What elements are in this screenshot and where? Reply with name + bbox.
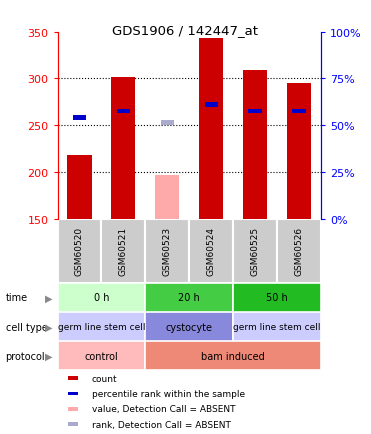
Bar [58, 283, 145, 312]
Text: value, Detection Call = ABSENT: value, Detection Call = ABSENT [92, 404, 235, 413]
Bar [249, 109, 262, 114]
Text: ▶: ▶ [45, 351, 52, 361]
Bar [243, 71, 267, 219]
Text: ▶: ▶ [45, 322, 52, 332]
Bar [233, 219, 277, 283]
Bar [145, 219, 189, 283]
Bar [204, 103, 218, 108]
Bar [145, 342, 321, 371]
Bar [277, 219, 321, 283]
Text: germ line stem cell: germ line stem cell [58, 322, 145, 332]
Text: 20 h: 20 h [178, 293, 200, 303]
Text: GSM60521: GSM60521 [119, 227, 128, 276]
Text: GSM60526: GSM60526 [295, 227, 303, 276]
Bar [111, 78, 135, 219]
Bar [101, 219, 145, 283]
Bar [68, 156, 92, 219]
Bar [73, 116, 86, 121]
Bar [199, 39, 223, 219]
Bar [117, 109, 130, 114]
Text: protocol: protocol [6, 351, 45, 361]
Text: cell type: cell type [6, 322, 47, 332]
Text: time: time [6, 293, 28, 303]
Bar [58, 312, 145, 342]
Bar [68, 377, 78, 380]
Text: bam induced: bam induced [201, 351, 265, 361]
Bar [233, 312, 321, 342]
Bar [287, 84, 311, 219]
Bar [68, 422, 78, 426]
Text: germ line stem cell: germ line stem cell [233, 322, 321, 332]
Text: rank, Detection Call = ABSENT: rank, Detection Call = ABSENT [92, 420, 231, 429]
Bar [145, 283, 233, 312]
Bar [58, 342, 145, 371]
Text: GSM60520: GSM60520 [75, 227, 84, 276]
Text: GDS1906 / 142447_at: GDS1906 / 142447_at [112, 24, 259, 37]
Text: percentile rank within the sample: percentile rank within the sample [92, 389, 245, 398]
Text: cystocyte: cystocyte [166, 322, 213, 332]
Bar [145, 312, 233, 342]
Text: 50 h: 50 h [266, 293, 288, 303]
Text: GSM60524: GSM60524 [207, 227, 216, 276]
Text: ▶: ▶ [45, 293, 52, 303]
Bar [68, 392, 78, 395]
Bar [161, 121, 174, 125]
Bar [292, 109, 306, 114]
Text: GSM60523: GSM60523 [163, 227, 172, 276]
Bar [155, 175, 179, 219]
Text: control: control [85, 351, 118, 361]
Bar [233, 283, 321, 312]
Text: count: count [92, 374, 117, 383]
Bar [58, 219, 101, 283]
Text: GSM60525: GSM60525 [250, 227, 260, 276]
Bar [189, 219, 233, 283]
Text: 0 h: 0 h [93, 293, 109, 303]
Bar [68, 407, 78, 411]
